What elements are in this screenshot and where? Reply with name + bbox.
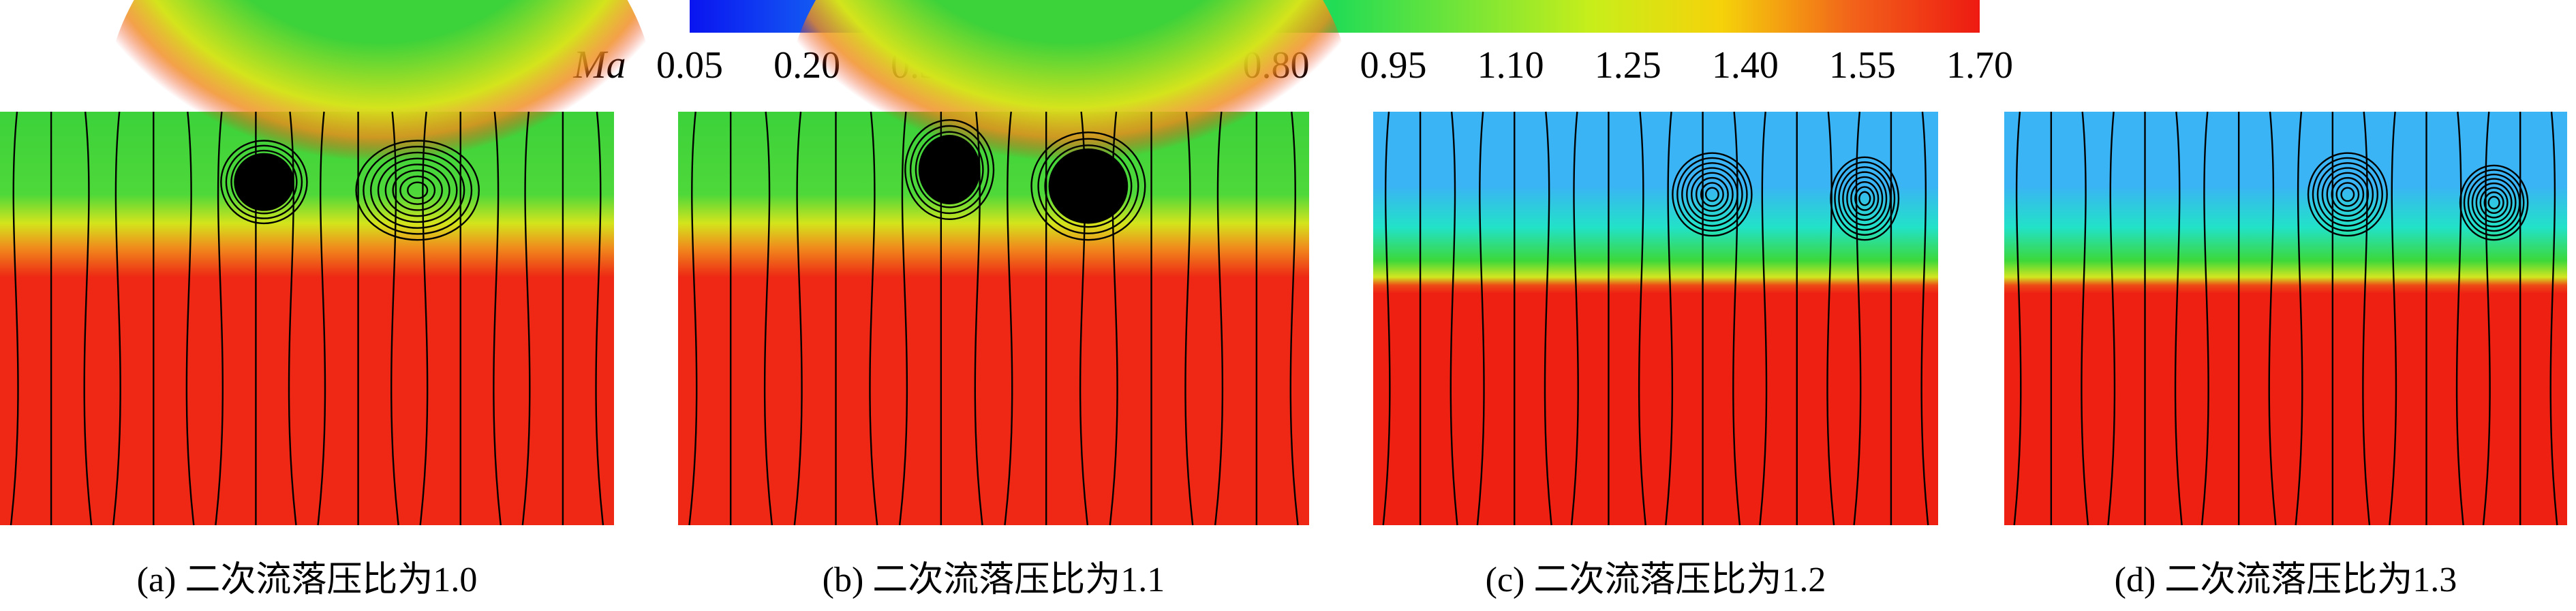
vortex-line (363, 146, 473, 235)
vortex-line (915, 131, 984, 208)
vortex-line (1672, 152, 1753, 237)
vortex-line (2307, 152, 2388, 237)
vortex-line (370, 151, 465, 229)
vortex-line (377, 157, 458, 223)
vortex-line (1858, 191, 1871, 206)
vortex-core (234, 153, 294, 211)
vortex-line (392, 169, 443, 211)
vortex-line (220, 140, 308, 225)
vortex-line (1037, 138, 1139, 234)
vortex-line (2471, 178, 2517, 228)
contour-panel (0, 0, 657, 526)
vortex-line (1850, 181, 1880, 216)
vortex-line (1854, 186, 1875, 211)
vortex-line (1830, 156, 1900, 241)
vortex-line (2459, 164, 2529, 241)
panel-caption: (b) 二次流落压比为1.1 (823, 561, 1165, 599)
vortex-line (2467, 173, 2521, 232)
vortex-line (399, 175, 436, 205)
vortex-line (1700, 182, 1724, 207)
vortex-line (1044, 144, 1133, 228)
vortex-line (2475, 182, 2513, 223)
colorbar-tick-label: 1.70 (1946, 44, 2013, 87)
vortex-line (2487, 195, 2500, 210)
vortex-line (1704, 187, 1719, 202)
colorbar-tick-label: 1.55 (1829, 44, 1896, 87)
vortex-line (2331, 176, 2365, 212)
contour-field (1373, 112, 1938, 525)
vortex-line (2316, 162, 2379, 227)
vortex-line (355, 140, 480, 241)
streamlines (688, 111, 1299, 526)
streamlines (10, 111, 604, 526)
vortex-line (2483, 191, 2504, 215)
vortex-line (407, 181, 429, 200)
colorbar-tick-label: 1.25 (1595, 44, 1661, 87)
vortex-line (1838, 166, 1892, 231)
vortex-line (1834, 161, 1896, 236)
panel-caption: (c) 二次流落压比为1.2 (1486, 561, 1826, 599)
vortex-line (2326, 172, 2370, 217)
vortex-line (2312, 157, 2383, 232)
vortex-core (1048, 148, 1129, 224)
streamlines (2013, 111, 2558, 526)
vortex-line (2335, 182, 2360, 207)
vortex-line (904, 119, 995, 221)
vortex-line (1846, 176, 1884, 221)
panel-caption: (d) 二次流落压比为1.3 (2115, 561, 2457, 599)
contour-field (2004, 112, 2567, 525)
vortex-line (2321, 167, 2374, 222)
colorbar-tick-label: 0.05 (656, 44, 723, 87)
vortex-line (909, 125, 990, 215)
streamlines (1382, 111, 1929, 526)
vortex-line (1686, 167, 1738, 222)
vortex-line (1681, 162, 1743, 227)
panel-caption: (a) 二次流落压比为1.0 (137, 561, 478, 599)
colorbar-tick-label: 0.95 (1360, 44, 1427, 87)
vortex-line (225, 144, 303, 219)
colorbar-tick-label: 1.10 (1477, 44, 1544, 87)
vortex-line (230, 149, 298, 215)
vortex-line (2463, 169, 2525, 236)
vortex-line (2340, 187, 2355, 202)
vortex-line (384, 163, 450, 217)
vortex-core (918, 134, 981, 204)
vortex-line (1030, 131, 1146, 241)
contour-panel (678, 0, 1353, 526)
contour-panel (2004, 111, 2567, 526)
vortex-line (1676, 157, 1748, 232)
vortex-line (1695, 176, 1729, 212)
vortex-line (1691, 172, 1734, 217)
vortex-line (2479, 187, 2509, 219)
contour-panel (1373, 111, 1938, 526)
colorbar-tick-label: 1.40 (1712, 44, 1779, 87)
vortex-line (1842, 171, 1888, 226)
